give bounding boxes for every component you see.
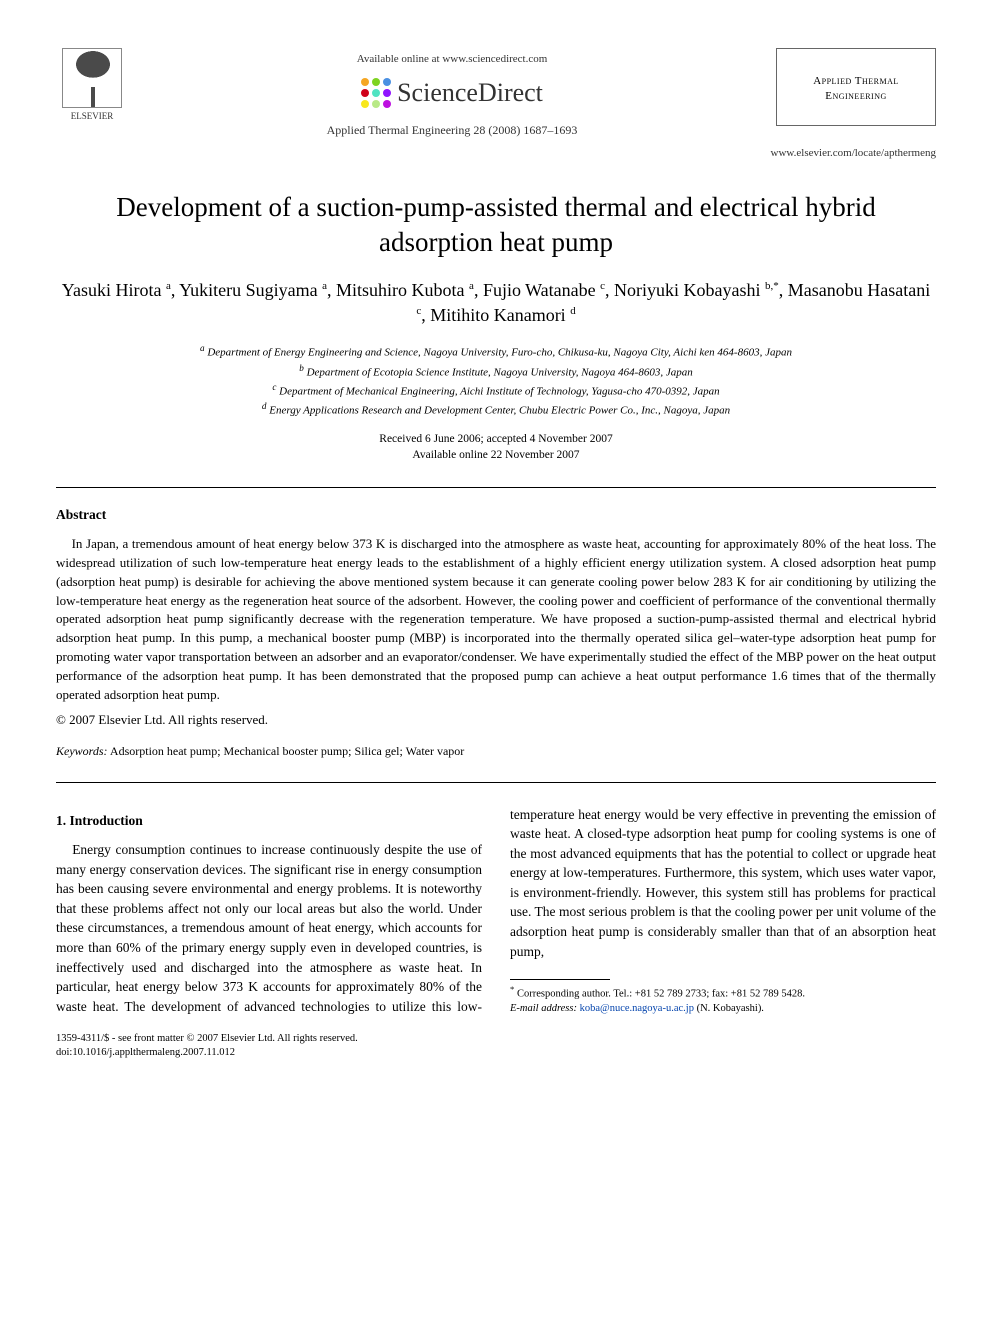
sciencedirect-logo: ScienceDirect [361,75,543,111]
available-online-date: Available online 22 November 2007 [56,447,936,463]
corr-author-text: Corresponding author. Tel.: +81 52 789 2… [517,989,805,1000]
sd-brand-text: ScienceDirect [397,75,543,111]
affiliation-b: b Department of Ecotopia Science Institu… [56,362,936,381]
footer-block: 1359-4311/$ - see front matter © 2007 El… [56,1032,936,1060]
journal-title-box: Applied Thermal Engineering [776,48,936,126]
affiliation-a: a Department of Energy Engineering and S… [56,342,936,361]
intro-heading: 1. Introduction [56,811,482,831]
rule-top [56,487,936,488]
journal-box-wrap: Applied Thermal Engineering [776,48,936,126]
sd-dots-icon [361,78,391,108]
corr-email-who: (N. Kobayashi). [697,1003,764,1014]
received-accepted: Received 6 June 2006; accepted 4 Novembe… [56,431,936,447]
corr-email[interactable]: koba@nuce.nagoya-u.ac.jp [580,1003,694,1014]
keywords-line: Keywords: Adsorption heat pump; Mechanic… [56,743,936,760]
keywords-text: Adsorption heat pump; Mechanical booster… [108,744,465,758]
affiliation-c: c Department of Mechanical Engineering, … [56,381,936,400]
header-row: ELSEVIER Available online at www.science… [56,48,936,138]
doi-line: doi:10.1016/j.applthermaleng.2007.11.012 [56,1046,936,1060]
keywords-label: Keywords: [56,744,108,758]
elsevier-logo: ELSEVIER [56,48,128,123]
journal-reference: Applied Thermal Engineering 28 (2008) 16… [128,122,776,139]
available-online-text: Available online at www.sciencedirect.co… [128,52,776,67]
footnote-block: * Corresponding author. Tel.: +81 52 789… [510,979,936,1016]
affiliations-block: a Department of Energy Engineering and S… [56,342,936,419]
abstract-heading: Abstract [56,506,936,525]
footnote-rule [510,979,610,980]
authors-list: Yasuki Hirota a, Yukiteru Sugiyama a, Mi… [56,278,936,328]
article-title: Development of a suction-pump-assisted t… [56,190,936,260]
center-header: Available online at www.sciencedirect.co… [128,48,776,138]
corresponding-author-footnote: * Corresponding author. Tel.: +81 52 789… [510,984,936,1016]
article-dates: Received 6 June 2006; accepted 4 Novembe… [56,431,936,463]
affiliation-d: d Energy Applications Research and Devel… [56,400,936,419]
locate-url[interactable]: www.elsevier.com/locate/apthermeng [56,146,936,161]
page-container: ELSEVIER Available online at www.science… [0,0,992,1101]
elsevier-tree-icon [62,48,122,108]
abstract-body: In Japan, a tremendous amount of heat en… [56,535,936,705]
front-matter-line: 1359-4311/$ - see front matter © 2007 El… [56,1032,936,1046]
body-columns: 1. Introduction Energy consumption conti… [56,805,936,1017]
abstract-copyright: © 2007 Elsevier Ltd. All rights reserved… [56,711,936,729]
email-label: E-mail address: [510,1003,577,1014]
publisher-name: ELSEVIER [56,110,128,123]
